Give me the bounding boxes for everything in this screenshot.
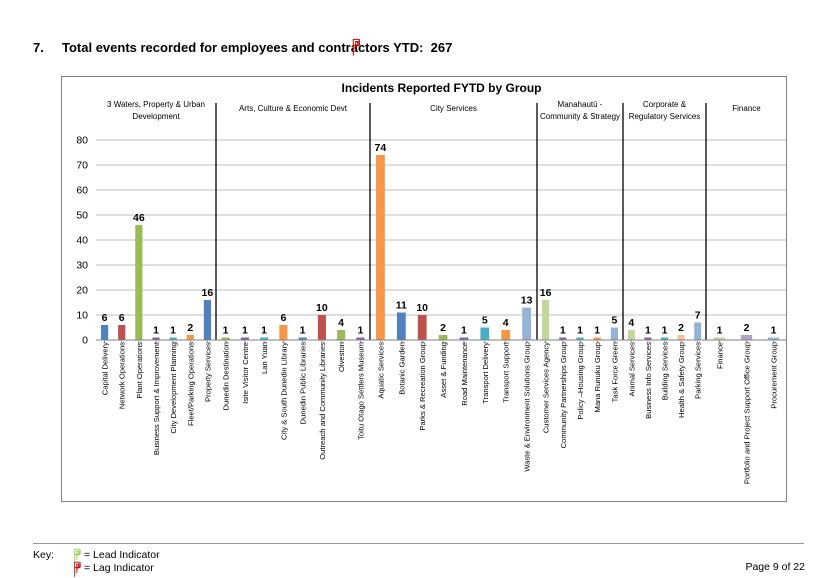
svg-text:Transport Support: Transport Support xyxy=(502,341,511,403)
svg-text:13: 13 xyxy=(521,295,533,307)
svg-text:City & South Dunedin Library: City & South Dunedin Library xyxy=(279,342,288,440)
svg-text:Business Support & Improvement: Business Support & Improvement xyxy=(152,341,161,455)
svg-text:Transport Delivery: Transport Delivery xyxy=(481,342,490,404)
svg-text:6: 6 xyxy=(280,312,286,324)
svg-text:70: 70 xyxy=(76,160,88,172)
svg-text:1: 1 xyxy=(717,325,723,337)
svg-text:Corporate &: Corporate & xyxy=(643,100,687,109)
svg-text:6: 6 xyxy=(119,312,125,324)
svg-text:7: 7 xyxy=(695,310,701,322)
svg-text:Finance: Finance xyxy=(716,342,725,369)
svg-text:Manahautū -: Manahautū - xyxy=(558,100,603,109)
svg-text:Network Operations: Network Operations xyxy=(118,342,127,409)
svg-text:4: 4 xyxy=(503,317,509,329)
svg-text:6: 6 xyxy=(102,312,108,324)
svg-text:Finance: Finance xyxy=(732,104,761,113)
svg-text:1: 1 xyxy=(645,325,651,337)
svg-text:74: 74 xyxy=(375,142,387,154)
svg-text:Business Info Services: Business Info Services xyxy=(644,342,653,419)
svg-text:3 Waters, Property & Urban: 3 Waters, Property & Urban xyxy=(107,100,205,109)
svg-text:Portfolio and Project Support: Portfolio and Project Support Office Gro… xyxy=(743,342,752,484)
svg-text:16: 16 xyxy=(540,287,552,299)
svg-text:Waste & Environment Solutions: Waste & Environment Solutions Group xyxy=(523,342,532,472)
svg-text:Asset & Funding: Asset & Funding xyxy=(439,342,448,398)
svg-text:4: 4 xyxy=(338,317,344,329)
svg-text:Outreach and Community Librari: Outreach and Community Libraries xyxy=(318,342,327,460)
svg-text:1: 1 xyxy=(461,325,467,337)
svg-text:Building Services: Building Services xyxy=(661,342,670,400)
svg-text:Road Maintenance: Road Maintenance xyxy=(460,342,469,406)
svg-text:Toitu Otago Settlers Museum: Toitu Otago Settlers Museum xyxy=(356,342,365,440)
svg-text:16: 16 xyxy=(202,287,214,299)
svg-text:1: 1 xyxy=(771,325,777,337)
svg-text:Arts, Culture & Economic Devt: Arts, Culture & Economic Devt xyxy=(239,104,348,113)
svg-text:Health & Safety Group: Health & Safety Group xyxy=(677,342,686,418)
svg-text:Dunedin Public Libraries: Dunedin Public Libraries xyxy=(299,342,308,425)
svg-text:20: 20 xyxy=(76,285,88,297)
svg-text:Policy –Housing Group: Policy –Housing Group xyxy=(576,342,585,420)
svg-text:1: 1 xyxy=(662,325,668,337)
svg-text:1: 1 xyxy=(577,325,583,337)
svg-text:Dunedin Destination: Dunedin Destination xyxy=(222,342,231,410)
svg-text:1: 1 xyxy=(223,325,229,337)
svg-text:Parks & Recreation Group: Parks & Recreation Group xyxy=(418,342,427,431)
svg-text:2: 2 xyxy=(744,322,750,334)
svg-text:0: 0 xyxy=(82,335,88,347)
svg-text:4: 4 xyxy=(628,317,634,329)
svg-text:Procurement Group: Procurement Group xyxy=(770,342,779,409)
svg-text:Isite Visitor Centre: Isite Visitor Centre xyxy=(241,342,250,404)
svg-text:2: 2 xyxy=(187,322,193,334)
svg-text:Aquatic Services: Aquatic Services xyxy=(376,342,385,399)
svg-text:Lan Yuan: Lan Yuan xyxy=(260,342,269,374)
svg-text:1: 1 xyxy=(153,325,159,337)
svg-text:40: 40 xyxy=(76,235,88,247)
svg-text:2: 2 xyxy=(678,322,684,334)
svg-text:Community & Strategy: Community & Strategy xyxy=(540,112,620,121)
svg-text:Capital Delivery: Capital Delivery xyxy=(101,342,110,395)
svg-text:Regulatory Services: Regulatory Services xyxy=(629,112,701,121)
svg-text:Community Partnerships Group: Community Partnerships Group xyxy=(559,342,568,448)
svg-text:Mana Runuku Group: Mana Runuku Group xyxy=(593,342,602,413)
svg-text:1: 1 xyxy=(560,325,566,337)
svg-text:60: 60 xyxy=(76,185,88,197)
svg-text:Fleet/Parking Operations: Fleet/Parking Operations xyxy=(186,342,195,426)
svg-text:Customer Services Agency: Customer Services Agency xyxy=(542,342,551,433)
svg-text:80: 80 xyxy=(76,135,88,147)
svg-text:1: 1 xyxy=(357,325,363,337)
svg-text:1: 1 xyxy=(261,325,267,337)
svg-text:30: 30 xyxy=(76,260,88,272)
svg-text:1: 1 xyxy=(594,325,600,337)
svg-text:5: 5 xyxy=(611,315,617,327)
svg-text:Botanic Garden: Botanic Garden xyxy=(397,342,406,395)
svg-text:Plant Operations: Plant Operations xyxy=(135,342,144,399)
svg-text:1: 1 xyxy=(300,325,306,337)
svg-text:City Development Planning: City Development Planning xyxy=(169,342,178,434)
svg-text:2: 2 xyxy=(440,322,446,334)
svg-text:1: 1 xyxy=(242,325,248,337)
svg-text:Incidents Reported FYTD by Gro: Incidents Reported FYTD by Group xyxy=(341,81,541,95)
svg-text:10: 10 xyxy=(76,310,88,322)
svg-text:Parking Services: Parking Services xyxy=(694,342,703,399)
svg-text:46: 46 xyxy=(133,212,145,224)
svg-text:1: 1 xyxy=(170,325,176,337)
svg-text:Development: Development xyxy=(132,112,180,121)
svg-text:Olveston: Olveston xyxy=(337,342,346,372)
svg-text:11: 11 xyxy=(396,300,407,312)
svg-text:Property Services: Property Services xyxy=(203,342,212,402)
svg-text:City Services: City Services xyxy=(430,104,477,113)
svg-text:10: 10 xyxy=(416,302,428,314)
svg-text:Animal Services: Animal Services xyxy=(627,342,636,397)
svg-text:Task Force Green: Task Force Green xyxy=(610,342,619,402)
svg-text:50: 50 xyxy=(76,210,88,222)
svg-text:5: 5 xyxy=(482,315,488,327)
svg-text:10: 10 xyxy=(316,302,328,314)
